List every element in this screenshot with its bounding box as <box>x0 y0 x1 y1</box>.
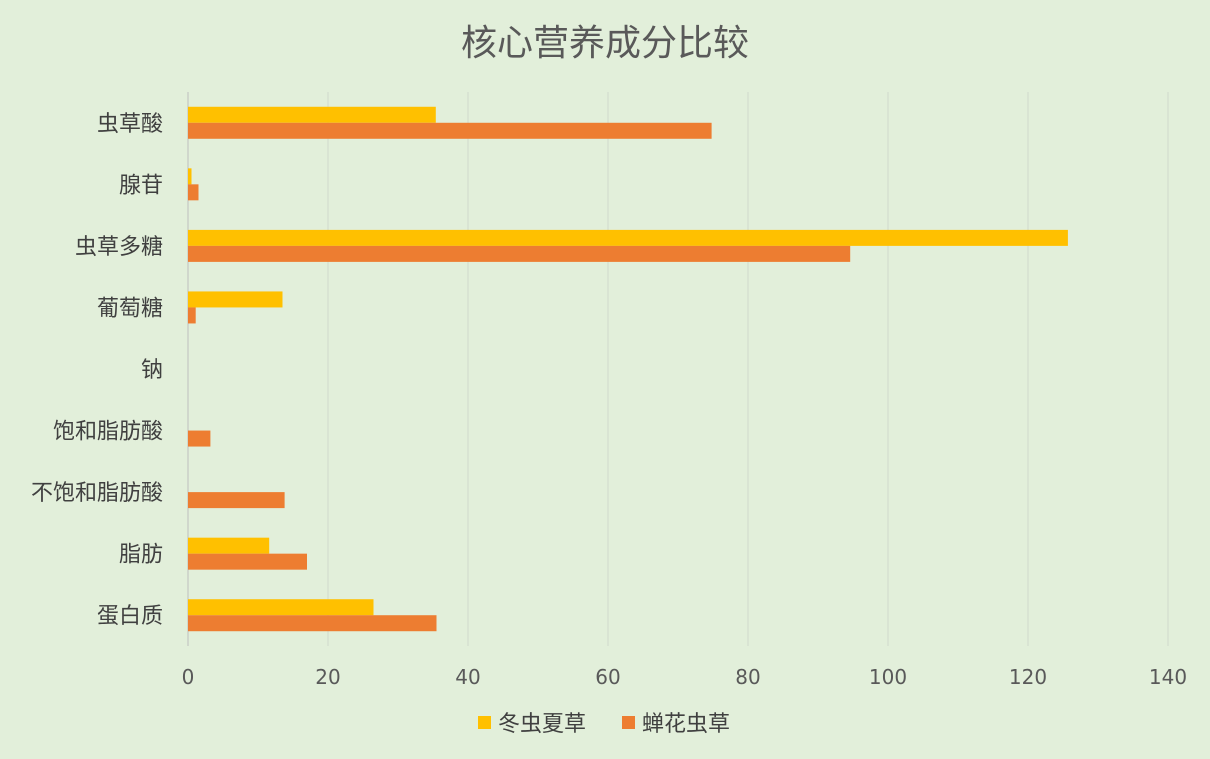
bar-series-1 <box>188 106 436 123</box>
category-label: 不饱和脂肪酸 <box>31 481 163 506</box>
chart-title: 核心营养成分比较 <box>461 23 749 64</box>
x-tick-label: 40 <box>455 665 480 689</box>
bar-series-2 <box>188 492 285 509</box>
x-tick-label: 120 <box>1009 665 1047 689</box>
x-tick-label: 140 <box>1149 665 1187 689</box>
legend-swatch <box>622 716 635 729</box>
x-tick-label: 60 <box>595 665 620 689</box>
x-tick-label: 100 <box>869 665 907 689</box>
bar-series-1 <box>188 168 192 185</box>
x-axis-ticks: 0 20 40 60 80 100 120 140 <box>182 665 1187 689</box>
bars-layer <box>188 106 1068 632</box>
category-label: 饱和脂肪酸 <box>53 420 163 445</box>
category-label: 钠 <box>141 358 163 383</box>
category-label: 葡萄糖 <box>97 296 163 321</box>
x-tick-label: 80 <box>735 665 760 689</box>
bar-series-2 <box>188 553 307 570</box>
bar-series-2 <box>188 122 712 139</box>
bar-series-2 <box>188 245 851 262</box>
category-label: 脂肪 <box>119 543 163 568</box>
bar-series-2 <box>188 615 437 632</box>
legend-label: 蝉花虫草 <box>642 712 730 737</box>
bar-series-2 <box>188 430 211 447</box>
legend-label: 冬虫夏草 <box>498 712 586 737</box>
bar-series-1 <box>188 229 1068 246</box>
legend-swatch <box>478 716 491 729</box>
category-label: 蛋白质 <box>97 604 163 629</box>
legend: 冬虫夏草 蝉花虫草 <box>478 712 730 737</box>
x-tick-label: 0 <box>182 665 195 689</box>
grid-layer <box>187 92 1169 646</box>
category-label: 虫草酸 <box>97 112 163 137</box>
bar-series-1 <box>188 599 374 616</box>
category-label: 虫草多糖 <box>75 235 163 260</box>
bar-series-2 <box>188 307 196 324</box>
x-tick-label: 20 <box>315 665 340 689</box>
bar-series-2 <box>188 184 199 201</box>
bar-series-1 <box>188 537 270 554</box>
bar-series-1 <box>188 291 283 308</box>
category-label: 腺苷 <box>119 173 163 198</box>
